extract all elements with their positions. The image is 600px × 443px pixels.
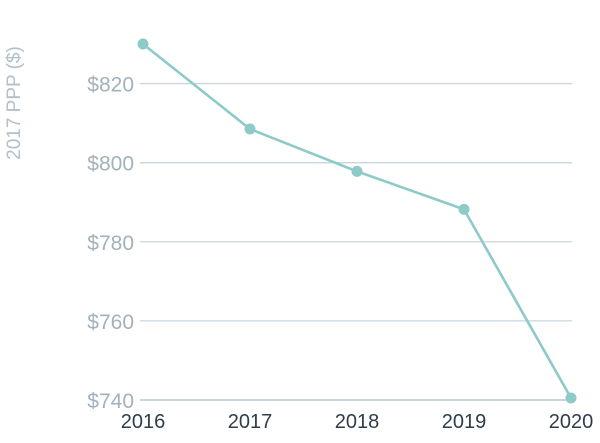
x-tick-label: 2016 xyxy=(121,411,166,433)
y-axis-label: 2017 PPP ($) xyxy=(4,46,25,160)
data-point xyxy=(458,203,470,215)
data-point xyxy=(351,165,363,177)
data-point xyxy=(137,38,149,50)
series xyxy=(137,38,577,404)
y-axis-ticks: $740 $760 $780 $800 $820 xyxy=(87,74,134,413)
series-line xyxy=(142,42,573,399)
x-tick-label: 2018 xyxy=(335,411,380,433)
x-tick-label: 2017 xyxy=(228,411,273,433)
x-tick-label: 2019 xyxy=(442,411,487,433)
gridlines xyxy=(140,82,572,401)
data-point xyxy=(244,123,256,135)
x-tick-label: 2020 xyxy=(549,411,594,433)
y-tick-label: $780 xyxy=(87,232,134,255)
data-point xyxy=(565,392,577,404)
y-tick-label: $740 xyxy=(87,390,134,413)
y-tick-label: $800 xyxy=(87,153,134,176)
y-tick-label: $820 xyxy=(87,74,134,97)
x-axis-ticks: 2016 2017 2018 2019 2020 xyxy=(121,411,594,433)
y-tick-label: $760 xyxy=(87,311,134,334)
